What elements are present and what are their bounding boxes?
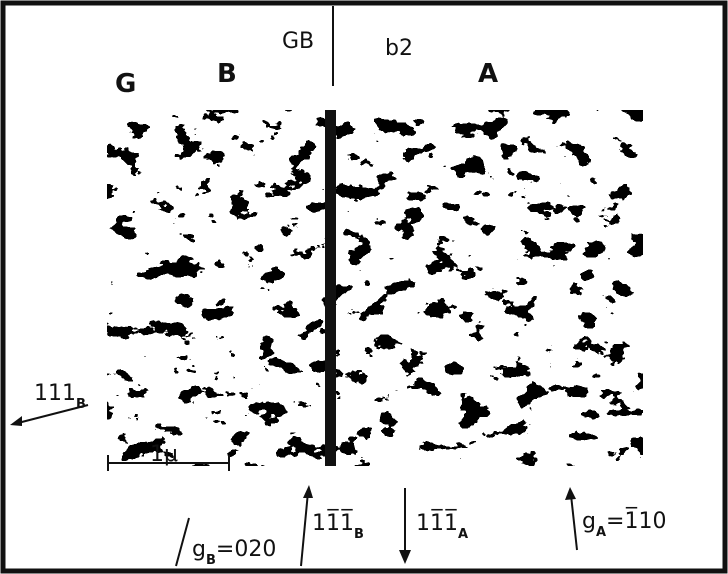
dir-main: 111 (34, 381, 76, 406)
g-main: g (582, 509, 596, 534)
g-sub: B (206, 553, 216, 568)
g-main: g (192, 537, 206, 562)
g-rest: =020 (216, 537, 276, 562)
micrograph (107, 110, 643, 466)
arrowhead (303, 485, 313, 498)
dir-label: 11̅1̅A (416, 509, 468, 542)
g-a-label: gA=1̅10 (582, 507, 666, 540)
g-rest: =1̅10 (606, 507, 666, 534)
dir-sub: B (76, 397, 86, 412)
arrow (175, 517, 190, 567)
dir-main: 11̅1̅ (416, 509, 458, 536)
label-g: G (115, 69, 136, 99)
arrow (570, 494, 578, 551)
label-panel: b2 (385, 36, 413, 61)
dir-main: 11̅1̅ (312, 509, 354, 536)
label-a: A (478, 59, 498, 89)
label-gb: GB (282, 29, 314, 54)
arrow (13, 404, 89, 425)
scale-label: 1μ (150, 442, 178, 467)
g-b-label: gB=020 (192, 537, 276, 568)
arrow (300, 491, 309, 567)
arrowhead (565, 487, 576, 500)
dir-label: 11̅1̅B (312, 509, 364, 542)
arrowhead (399, 550, 411, 564)
label-b: B (217, 59, 237, 89)
dir-sub: B (354, 527, 364, 542)
dir-label: 111B (34, 381, 86, 412)
grain-boundary (325, 110, 336, 466)
dir-sub: A (458, 527, 468, 542)
g-sub: A (596, 525, 606, 540)
arrowhead (10, 416, 22, 426)
